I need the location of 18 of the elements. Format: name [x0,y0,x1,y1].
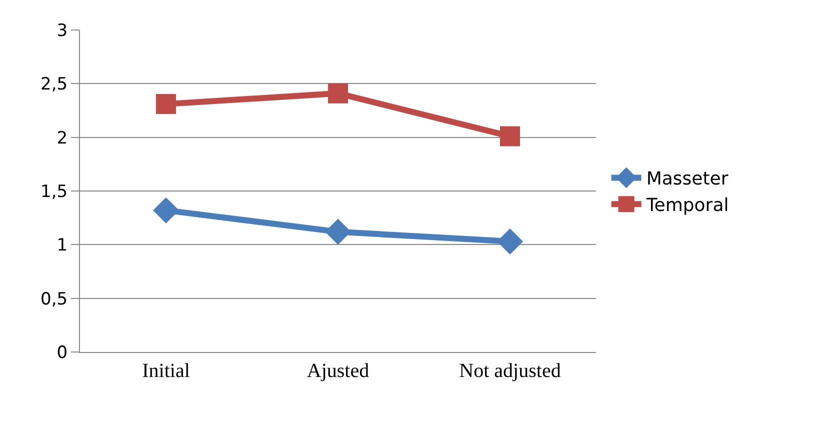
y-tick-label: 3 [56,20,68,41]
y-tick-label: 1 [56,236,68,256]
point [156,94,176,114]
point [500,126,520,146]
x-tick-label: Initial [142,360,190,382]
point [325,218,351,245]
legend-label: Temporal [645,195,729,216]
point [328,83,348,104]
y-tick-label: 1,5 [40,182,68,202]
x-tick-label: Ajusted [306,360,370,382]
y-tick-label: 2 [56,128,68,148]
y-tick-label: 0 [56,342,68,363]
legend-label: Masseter [646,168,729,190]
point [153,197,179,224]
y-tick-label: 2,5 [40,74,68,95]
point [497,228,523,254]
y-tick-label: 0,5 [40,289,68,310]
x-tick-label: Not adjusted [459,360,561,382]
